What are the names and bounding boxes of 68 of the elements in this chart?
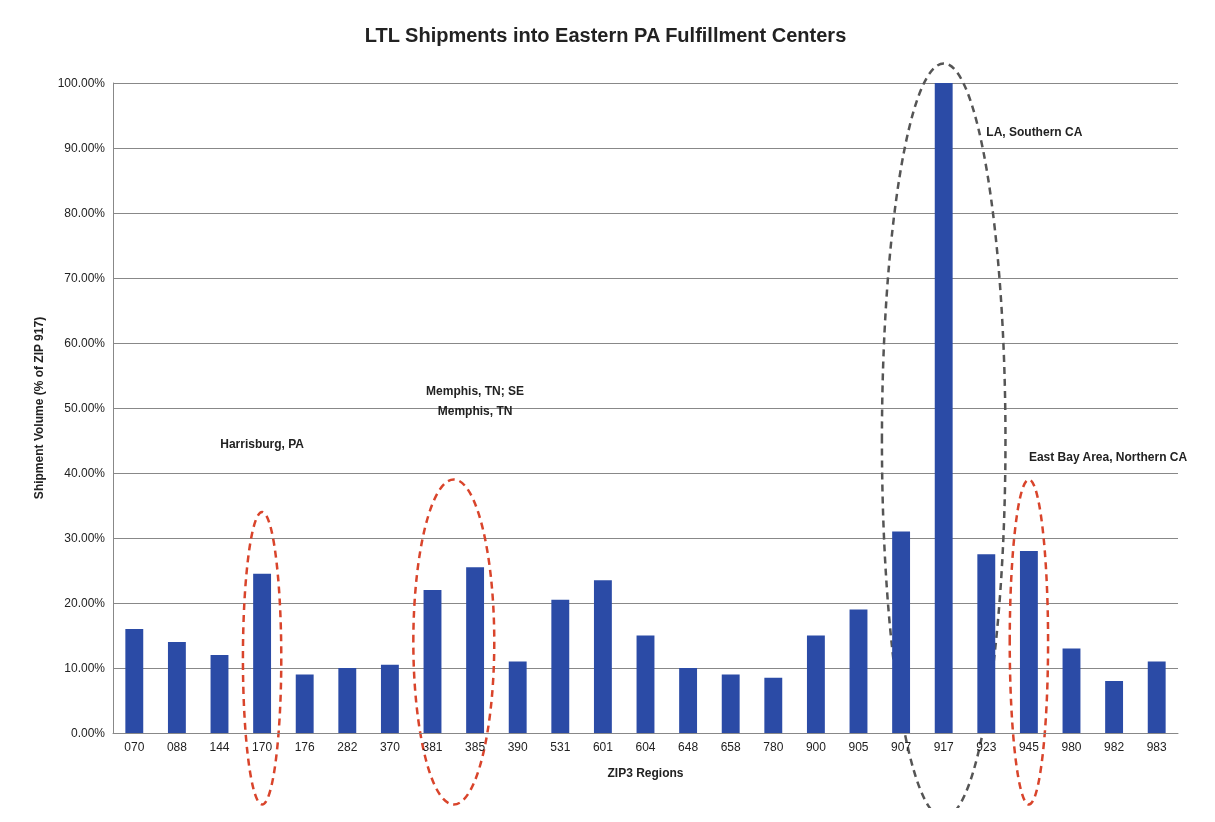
bar	[977, 554, 996, 733]
x-tick-label: 780	[763, 740, 784, 754]
x-tick-label: 945	[1018, 740, 1040, 754]
bar	[636, 635, 655, 733]
x-tick-label: 601	[592, 740, 614, 754]
bar	[892, 531, 911, 733]
y-tick-label: 60.00%	[64, 336, 106, 350]
x-tick-label: 381	[422, 740, 443, 754]
annotation: Harrisburg, PA	[220, 436, 305, 451]
y-axis-title: Shipment Volume (% of ZIP 917)	[32, 316, 46, 500]
bar	[1147, 661, 1166, 733]
bar	[1062, 648, 1081, 733]
x-tick-label: 648	[678, 740, 699, 754]
x-tick-label: 176	[294, 740, 316, 754]
x-tick-label: 531	[550, 740, 571, 754]
x-tick-label: 905	[848, 740, 869, 754]
x-tick-label: 370	[379, 740, 401, 754]
y-tick-label: 10.00%	[64, 661, 106, 675]
bar	[934, 83, 953, 733]
x-tick-label: 917	[933, 740, 955, 754]
y-tick-label: 100.00%	[57, 76, 106, 90]
bar	[1105, 681, 1124, 733]
x-tick-label: 923	[976, 740, 997, 754]
x-tick-label: 983	[1146, 740, 1168, 754]
bar	[764, 677, 783, 733]
bar	[380, 664, 399, 733]
bar	[167, 642, 186, 733]
y-tick-label: 30.00%	[64, 531, 106, 545]
bar	[338, 668, 357, 733]
bar	[806, 635, 825, 733]
y-tick-label: 40.00%	[64, 466, 106, 480]
x-tick-label: 070	[124, 740, 145, 754]
bar	[593, 580, 612, 733]
annotation: LA, Southern CA	[986, 124, 1083, 139]
bar	[721, 674, 740, 733]
x-tick-label: 658	[720, 740, 742, 754]
y-tick-label: 20.00%	[64, 596, 106, 610]
bar	[423, 590, 442, 733]
y-tick-label: 80.00%	[64, 206, 106, 220]
y-tick-label: 0.00%	[70, 726, 106, 740]
y-tick-label: 90.00%	[64, 141, 106, 155]
x-tick-label: 907	[891, 740, 912, 754]
chart-title: LTL Shipments into Eastern PA Fulfillment Centers	[364, 24, 847, 46]
x-tick-label: 980	[1061, 740, 1082, 754]
bar	[210, 655, 229, 733]
annotation: East Bay Area, Northern CA	[1028, 449, 1188, 464]
bar	[253, 573, 272, 733]
x-axis-title: ZIP3 Regions	[607, 766, 684, 780]
bar	[125, 629, 144, 733]
x-tick-label: 088	[166, 740, 188, 754]
x-tick-label: 144	[209, 740, 230, 754]
bar	[849, 609, 868, 733]
x-tick-label: 604	[635, 740, 656, 754]
y-tick-label: 70.00%	[64, 271, 106, 285]
x-tick-label: 982	[1104, 740, 1125, 754]
x-tick-label: 282	[337, 740, 358, 754]
x-tick-label: 385	[465, 740, 486, 754]
x-tick-label: 390	[507, 740, 529, 754]
y-tick-label: 50.00%	[64, 401, 106, 415]
bar	[295, 674, 314, 733]
bar	[508, 661, 527, 733]
bar	[551, 599, 570, 733]
annotation: Memphis, TN; SE Memphis, TN	[426, 384, 525, 418]
x-tick-label: 900	[805, 740, 827, 754]
bar	[1019, 551, 1038, 733]
bar	[679, 668, 698, 733]
bar	[466, 567, 485, 733]
x-tick-label: 170	[252, 740, 273, 754]
